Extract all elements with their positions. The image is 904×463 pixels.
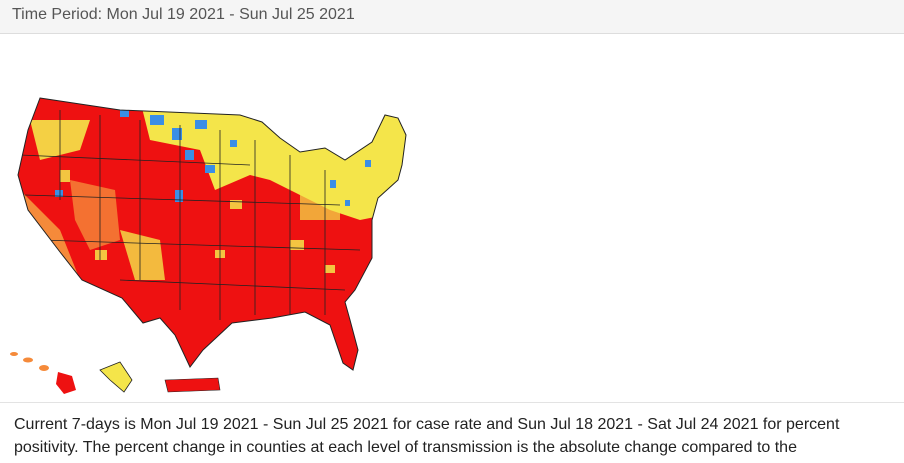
hawaii	[10, 352, 76, 394]
header: Time Period: Mon Jul 19 2021 - Sun Jul 2…	[0, 0, 904, 34]
description-line: Current 7-days is Mon Jul 19 2021 - Sun …	[14, 416, 840, 433]
time-period: Time Period: Mon Jul 19 2021 - Sun Jul 2…	[12, 6, 355, 23]
alaska-dc	[99, 361, 133, 393]
description-line: positivity. The percent change in counti…	[14, 439, 797, 456]
puerto-rico	[164, 377, 221, 393]
county-map	[10, 97, 407, 394]
description: Current 7-days is Mon Jul 19 2021 - Sun …	[0, 402, 904, 459]
